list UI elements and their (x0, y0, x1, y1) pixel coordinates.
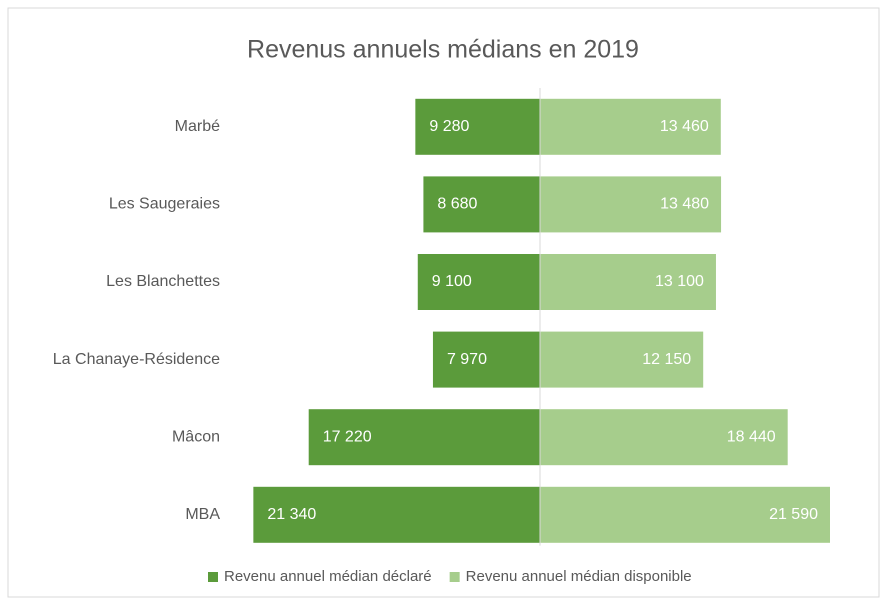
bar (540, 98, 721, 155)
value-label: 17 220 (323, 428, 372, 445)
bar (417, 254, 540, 310)
legend-swatch (449, 572, 460, 582)
bar (540, 254, 716, 310)
bar (308, 409, 540, 466)
legend-label: Revenu annuel médian déclaré (224, 568, 432, 585)
category-label: Mâcon (172, 428, 220, 445)
chart-title: Revenus annuels médians en 2019 (247, 36, 639, 64)
category-label: Les Blanchettes (106, 273, 220, 290)
value-label: 9 280 (429, 118, 469, 135)
value-label: 21 590 (769, 506, 818, 523)
value-label: 8 680 (437, 196, 477, 213)
value-label: 9 100 (432, 273, 472, 290)
value-label: 18 440 (727, 428, 776, 445)
bar (540, 331, 704, 388)
bar (540, 486, 830, 543)
bar (423, 176, 540, 233)
bar (253, 486, 540, 543)
category-label: MBA (185, 506, 220, 523)
value-label: 7 970 (447, 351, 487, 368)
bar (540, 409, 788, 466)
value-label: 21 340 (267, 506, 316, 523)
category-label: Marbé (175, 118, 220, 135)
value-label: 12 150 (642, 351, 691, 368)
bar (415, 98, 540, 155)
value-label: 13 460 (660, 118, 709, 135)
bar (540, 176, 722, 233)
value-label: 13 100 (655, 273, 704, 290)
value-label: 13 480 (660, 196, 709, 213)
category-label: Les Saugeraies (109, 196, 220, 213)
legend-label: Revenu annuel médian disponible (466, 568, 692, 585)
bar (432, 331, 540, 388)
legend-swatch (208, 572, 218, 582)
category-label: La Chanaye-Résidence (53, 351, 220, 368)
